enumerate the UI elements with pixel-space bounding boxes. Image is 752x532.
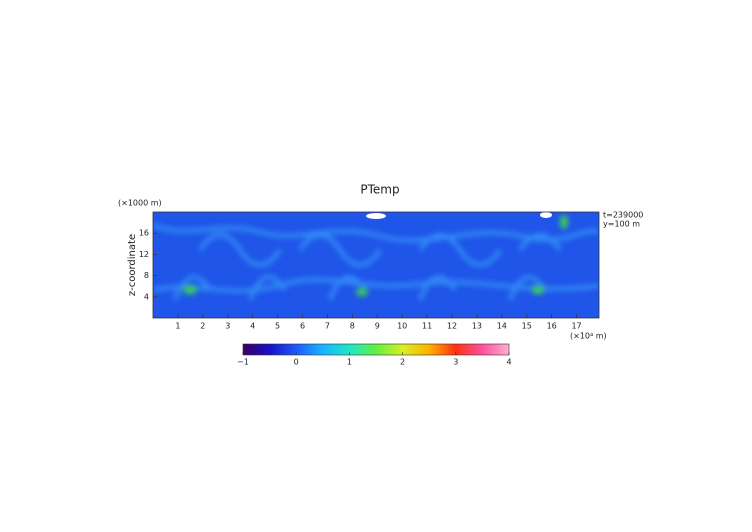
x-tick-label: 1 [175, 322, 180, 331]
colorbar-tick-label: 1 [347, 358, 352, 367]
x-tick-label: 3 [225, 322, 230, 331]
x-tick-label: 8 [350, 322, 355, 331]
field [153, 212, 599, 318]
x-tick-label: 5 [275, 322, 280, 331]
x-tick-label: 6 [300, 322, 305, 331]
x-tick-label: 14 [497, 322, 507, 331]
y-tick-label: 16 [139, 229, 149, 238]
y-tick-label: 8 [144, 271, 149, 280]
x-unit-label: (×10⁴ m) [570, 332, 607, 341]
x-tick-label: 10 [397, 322, 407, 331]
x-tick-label: 4 [250, 322, 255, 331]
colorbar-tick-label: 3 [453, 358, 458, 367]
x-tick-label: 17 [571, 322, 581, 331]
x-tick-label: 15 [522, 322, 532, 331]
x-tick-label: 16 [547, 322, 557, 331]
y-tick-label: 12 [139, 250, 149, 259]
colorbar-tick-label: −1 [237, 358, 249, 367]
x-tick-label: 12 [447, 322, 457, 331]
colorbar [242, 343, 510, 356]
annotation: t=239000 [603, 211, 643, 220]
plot-frame [152, 211, 600, 319]
colorbar-tick-label: 4 [506, 358, 511, 367]
y-unit-label: (×1000 m) [118, 199, 162, 208]
x-tick-label: 2 [200, 322, 205, 331]
x-tick-label: 7 [325, 322, 330, 331]
x-tick-label: 11 [422, 322, 432, 331]
x-tick-label: 13 [472, 322, 482, 331]
x-tick-label: 9 [375, 322, 380, 331]
y-tick-label: 4 [144, 292, 149, 301]
chart-title: PTemp [360, 183, 399, 197]
annotation: y=100 m [603, 220, 640, 229]
y-axis-label: z-coordinate [127, 234, 138, 296]
colorbar-tick-label: 0 [294, 358, 299, 367]
colorbar-tick-label: 2 [400, 358, 405, 367]
